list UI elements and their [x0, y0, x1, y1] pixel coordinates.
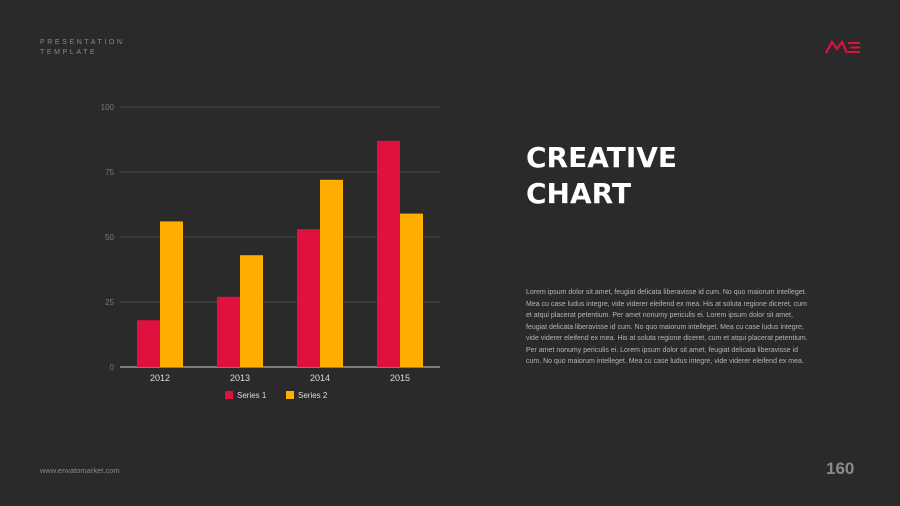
legend-swatch: [286, 391, 294, 399]
bar-chart: 0 25 50 75 100 2012 2013 2014 2015 Series 1 Series…: [101, 103, 440, 400]
header-label-line2: TEMPLATE: [40, 49, 98, 56]
bar: [297, 229, 320, 367]
y-tick-label: 75: [105, 168, 114, 177]
bar: [320, 179, 343, 367]
legend-label: Series 2: [298, 391, 328, 400]
y-tick-label: 50: [105, 233, 114, 242]
presentation-template-label: PRESENTATION TEMPLATE: [40, 38, 130, 58]
bar: [137, 320, 160, 367]
bar: [400, 213, 423, 367]
x-tick-label: 2014: [310, 373, 330, 383]
brand-logo: [825, 40, 860, 54]
bar: [160, 221, 183, 367]
legend-label: Series 1: [237, 391, 267, 400]
body-paragraph: Lorem ipsum dolor sit amet, feugiat deli…: [526, 289, 808, 365]
y-tick-label: 0: [110, 363, 115, 372]
y-tick-label: 25: [105, 298, 114, 307]
page-number: 160: [826, 459, 855, 478]
footer-url: www.envatomarket.com: [40, 466, 120, 475]
bar: [377, 140, 400, 367]
y-tick-label: 100: [101, 103, 115, 112]
header-label-line1: PRESENTATION: [40, 39, 125, 46]
bar: [217, 296, 240, 367]
slide-title: CREATIVE CHART: [526, 140, 826, 212]
x-tick-label: 2015: [390, 373, 410, 383]
x-tick-label: 2012: [150, 373, 170, 383]
bar: [240, 255, 263, 367]
title-line-2: CHART: [526, 177, 632, 210]
legend-swatch: [225, 391, 233, 399]
x-tick-label: 2013: [230, 373, 250, 383]
title-line-1: CREATIVE: [526, 141, 678, 174]
